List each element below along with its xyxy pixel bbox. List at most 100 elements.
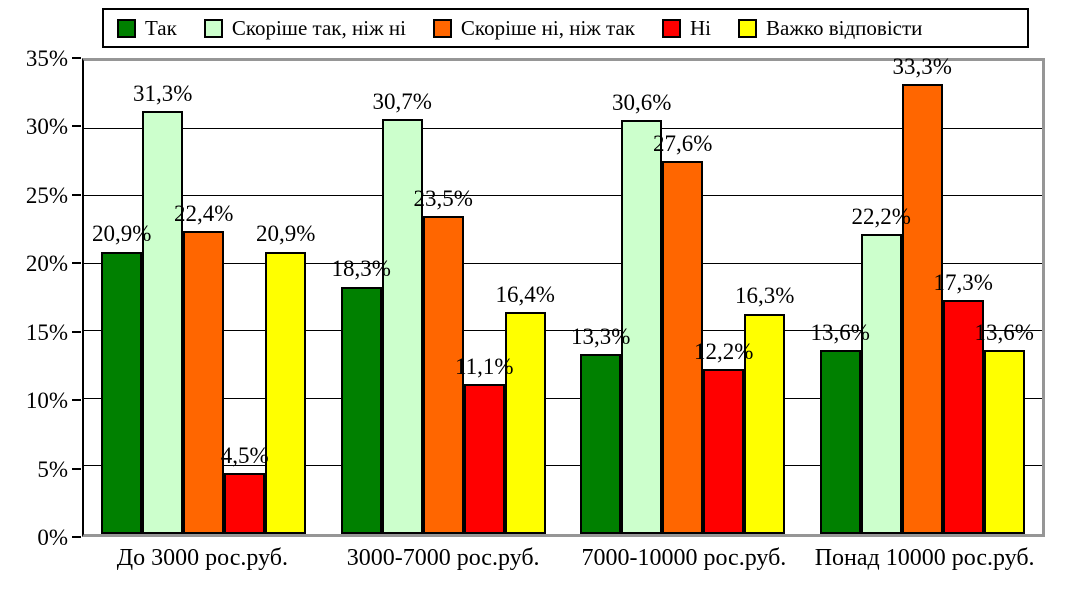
legend-label: Важко відповісти — [766, 15, 923, 40]
y-tick-label: 15% — [25, 319, 68, 345]
legend: Так Скоріше так, ніж ні Скоріше ні, ніж та… — [102, 8, 1029, 48]
bar-data-label: 30,6% — [612, 90, 672, 116]
legend-label: Скоріше ні, ніж так — [460, 15, 636, 40]
bar-data-label: 31,3% — [133, 80, 193, 106]
legend-item: Важко відповісти — [738, 16, 922, 41]
bar-data-label: 17,3% — [933, 269, 993, 295]
legend-item: Так — [117, 16, 177, 41]
bar — [265, 251, 307, 534]
bar-data-label: 16,3% — [735, 283, 795, 309]
x-category-label: Понад 10000 рос.руб. — [814, 545, 1035, 571]
y-tick-mark — [72, 125, 81, 128]
legend-swatch-icon — [662, 18, 682, 38]
y-tick-mark — [72, 330, 81, 333]
bar-data-label: 20,9% — [256, 221, 316, 247]
bar-data-label: 11,1% — [454, 353, 514, 379]
bar-slot: 12,2% — [694, 61, 753, 534]
x-category-label: До 3000 рос.руб. — [116, 545, 288, 571]
y-tick-label: 25% — [25, 182, 68, 208]
bar-data-label: 33,3% — [892, 53, 952, 79]
bar-group: 13,3% 30,6% 27,6% 12,2% 16,3% — [563, 61, 803, 534]
bar-slot: 33,3% — [893, 54, 952, 534]
bar-data-label: 22,4% — [174, 200, 234, 226]
bar — [463, 384, 505, 534]
bar-data-label: 18,3% — [331, 256, 391, 282]
gridline — [84, 195, 1042, 197]
bar-data-label: 22,2% — [851, 203, 911, 229]
y-tick-label: 30% — [25, 114, 68, 140]
bar — [381, 119, 423, 534]
bar — [621, 120, 663, 534]
bar-slot: 20,9% — [256, 61, 315, 534]
bar-slot: 11,1% — [455, 61, 514, 534]
bar — [183, 231, 225, 534]
gridline — [84, 127, 1042, 129]
bar-data-label: 30,7% — [372, 88, 432, 114]
bar — [340, 286, 382, 534]
bar — [101, 251, 143, 534]
bar-slot: 13,6% — [975, 61, 1034, 534]
bar-slot: 18,3% — [332, 61, 391, 534]
bar — [860, 233, 902, 534]
y-tick-label: 5% — [37, 456, 68, 482]
y-tick-mark — [72, 262, 81, 265]
bar-data-label: 16,4% — [495, 282, 555, 308]
plot-area: 20,9% 31,3% 22,4% 4,5% 20,9% 18,3% 30,7% 23,5% 1… — [82, 54, 1045, 537]
bar-slot: 13,3% — [571, 61, 630, 534]
legend-label: Ні — [690, 15, 712, 40]
y-tick-mark — [72, 193, 81, 196]
y-tick-mark — [72, 57, 81, 59]
bar — [819, 350, 861, 534]
legend-label: Скоріше так, ніж ні — [231, 15, 406, 40]
y-tick-label: 0% — [37, 525, 68, 550]
bar — [422, 216, 464, 534]
bar-slot: 23,5% — [414, 61, 473, 534]
bar-slot: 16,4% — [496, 61, 555, 534]
bar-data-label: 4,5% — [220, 442, 269, 468]
bar — [142, 111, 184, 534]
legend-swatch-icon — [738, 18, 758, 38]
bar-slot: 16,3% — [735, 61, 794, 534]
bar — [703, 369, 745, 534]
legend-swatch-icon — [203, 18, 223, 38]
y-tick-mark — [72, 467, 81, 470]
bar-data-label: 13,6% — [810, 319, 870, 345]
y-tick-label: 35% — [25, 46, 68, 71]
legend-label: Так — [145, 15, 177, 40]
bar-slot: 30,6% — [612, 61, 671, 534]
bar-slot: 4,5% — [221, 61, 269, 534]
y-tick-label: 20% — [25, 251, 68, 277]
bar — [224, 473, 266, 534]
bar — [662, 161, 704, 534]
y-tick-mark — [72, 536, 81, 538]
bar-data-label: 12,2% — [694, 338, 754, 364]
gridline — [84, 262, 1042, 264]
bar-slot: 22,2% — [852, 61, 911, 534]
bar-group: 18,3% 30,7% 23,5% 11,1% 16,4% — [324, 61, 564, 534]
bar-slot: 17,3% — [934, 61, 993, 534]
bar-group: 13,6% 22,2% 33,3% 17,3% 13,6% — [803, 54, 1043, 534]
bar-slot: 13,6% — [811, 61, 870, 534]
bar — [983, 350, 1025, 534]
bar-data-label: 23,5% — [413, 186, 473, 212]
legend-item: Ні — [662, 16, 711, 41]
bar-groups: 20,9% 31,3% 22,4% 4,5% 20,9% 18,3% 30,7% 23,5% 1… — [84, 54, 1043, 534]
legend-swatch-icon — [432, 18, 452, 38]
bar — [580, 354, 622, 534]
bar-slot: 30,7% — [373, 61, 432, 534]
bar-data-label: 13,6% — [974, 319, 1034, 345]
bar-group: 20,9% 31,3% 22,4% 4,5% 20,9% — [84, 61, 324, 534]
legend-item: Скоріше ні, ніж так — [432, 15, 636, 41]
legend-swatch-icon — [117, 18, 136, 38]
bar — [744, 313, 786, 534]
gridline — [84, 397, 1042, 399]
y-tick-label: 10% — [25, 388, 68, 414]
bar-slot: 31,3% — [133, 61, 192, 534]
bar-slot: 22,4% — [174, 61, 233, 534]
legend-item: Скоріше так, ніж ні — [203, 15, 406, 41]
bar-data-label: 13,3% — [571, 323, 631, 349]
bar-slot: 27,6% — [653, 61, 712, 534]
x-category-label: 7000-10000 рос.руб. — [581, 545, 787, 571]
bar — [504, 312, 546, 534]
bar — [942, 300, 984, 534]
